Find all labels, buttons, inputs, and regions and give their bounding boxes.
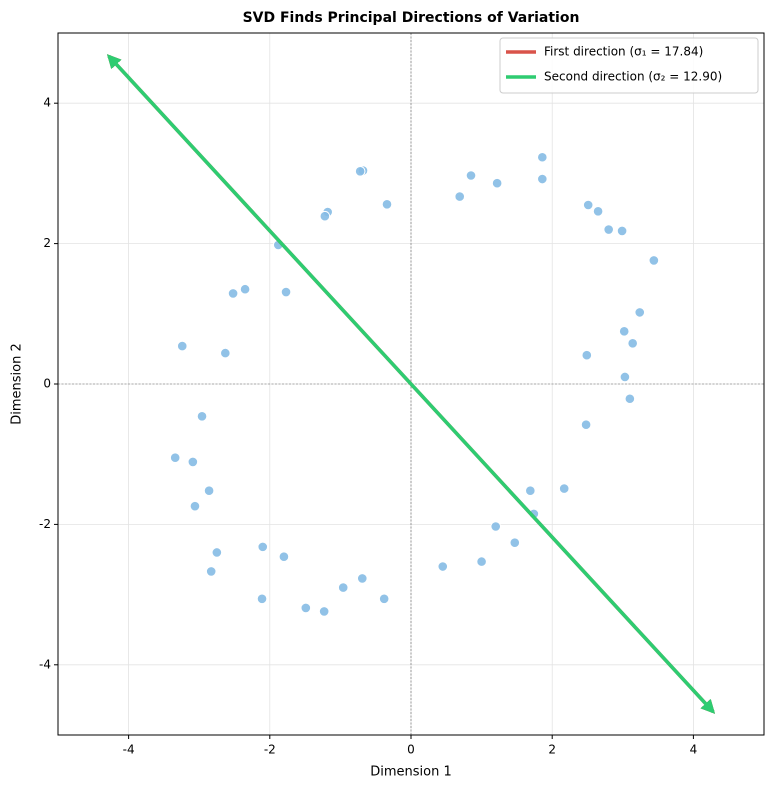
x-tick-label: 2 [548, 743, 556, 757]
scatter-point [187, 456, 199, 468]
scatter-point [356, 573, 368, 584]
scatter-point [490, 521, 502, 532]
scatter-point [603, 224, 614, 235]
scatter-point [619, 371, 631, 383]
scatter-point [509, 537, 521, 548]
scatter-point [280, 286, 292, 298]
scatter-point [239, 283, 251, 295]
y-tick-label: 4 [43, 96, 51, 110]
scatter-point [203, 485, 215, 497]
y-tick-label: 2 [43, 236, 51, 250]
scatter-point [300, 602, 312, 614]
legend-box [499, 37, 759, 94]
scatter-point [582, 199, 594, 211]
x-tick-label: 4 [690, 743, 698, 757]
x-tick-label: -2 [264, 743, 276, 757]
scatter-point [211, 547, 223, 558]
scatter-point [257, 541, 269, 553]
scatter-point [454, 191, 466, 202]
scatter-point [189, 500, 201, 512]
scatter-point [558, 483, 570, 494]
scatter-point [592, 206, 604, 217]
legend-label: First direction (σ₁ = 17.84) [544, 45, 703, 59]
scatter-point [256, 593, 268, 605]
scatter-point [491, 177, 503, 189]
y-tick-label: -2 [39, 517, 51, 531]
plot-frame [57, 32, 765, 736]
scatter-point [318, 606, 330, 617]
scatter-point [465, 170, 477, 181]
scatter-point [580, 419, 592, 431]
direction-arrow [106, 54, 716, 714]
scatter-point [354, 165, 366, 177]
scatter-point [381, 198, 393, 210]
scatter-point [624, 393, 636, 405]
scatter-point [437, 561, 449, 572]
scatter-point [205, 566, 217, 577]
scatter-point [220, 347, 231, 359]
x-tick-label: 0 [407, 743, 415, 757]
scatter-point [337, 582, 349, 593]
x-axis-label: Dimension 1 [370, 765, 452, 780]
scatter-point [627, 337, 638, 349]
scatter-point [537, 151, 548, 163]
scatter-point [278, 551, 290, 562]
chart-title: SVD Finds Principal Directions of Variat… [243, 10, 580, 26]
scatter-point [476, 556, 487, 567]
scatter-point [525, 485, 536, 497]
scatter-point [227, 288, 239, 299]
scatter-point [634, 307, 646, 318]
legend-label: Second direction (σ₂ = 12.90) [544, 70, 722, 84]
scatter-point [648, 255, 660, 266]
y-axis-label: Dimension 2 [10, 343, 25, 425]
y-tick-label: -4 [39, 657, 51, 671]
scatter-point [616, 225, 628, 237]
scatter-point [319, 210, 331, 222]
scatter-point [196, 410, 208, 422]
scatter-point [618, 326, 630, 337]
scatter-point [176, 340, 188, 352]
scatter-point [378, 593, 390, 605]
scatter-point [537, 173, 548, 185]
scatter-point [169, 452, 181, 464]
scatter-point [581, 349, 593, 361]
y-tick-label: 0 [43, 377, 51, 391]
x-tick-label: -4 [123, 743, 135, 757]
